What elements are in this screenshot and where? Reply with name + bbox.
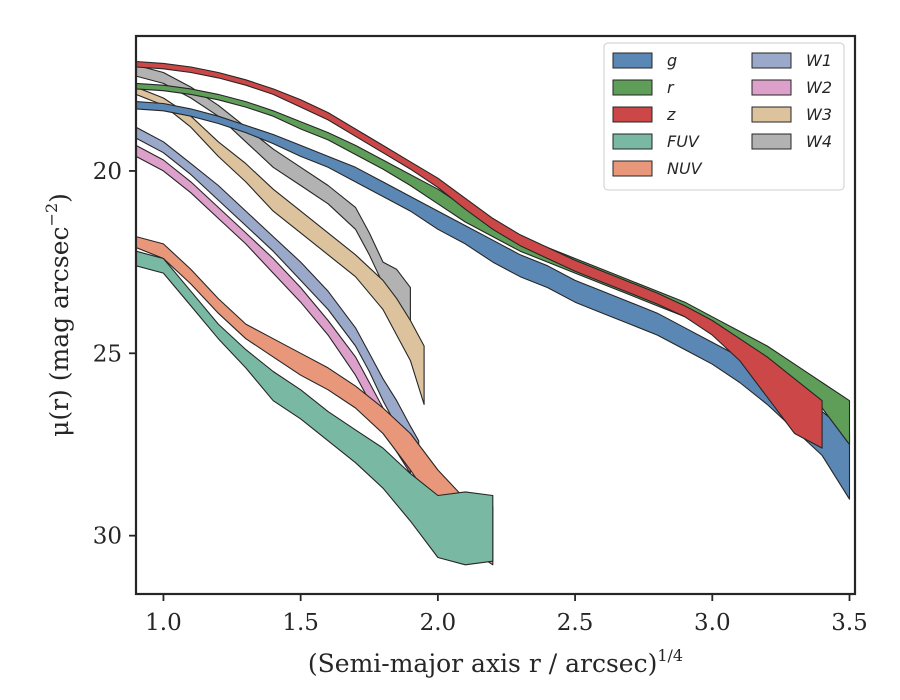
legend-label: g [667,51,677,70]
legend-item-W4: W4 [751,132,832,151]
y-axis-title: μ(r) (mag arcsec−2) [42,193,74,437]
y-axis-title-superscript: −2 [42,203,61,227]
legend-swatch [751,106,792,123]
legend-label: FUV [667,132,700,151]
legend-swatch [612,52,653,69]
legend-swatch [751,133,792,150]
x-axis-title: (Semi-major axis r / arcsec)1/4 [308,646,683,678]
y-tick-label: 20 [93,159,122,185]
y-axis-title-end: ) [45,193,74,203]
legend-item-W1: W1 [751,51,832,70]
legend-swatch [612,133,653,150]
legend-item-r: r [612,78,675,97]
legend-item-NUV: NUV [612,159,703,178]
x-tick-label: 1.5 [282,610,319,636]
y-tick-label: 25 [93,341,122,367]
legend-label: z [666,105,676,124]
legend-item-FUV: FUV [612,132,700,151]
band-W3 [136,86,425,405]
legend: grz FUV NUV W1 W2 W3 W4 [603,42,845,191]
legend-label: NUV [667,159,703,178]
x-axis-title-superscript: 1/4 [657,646,683,665]
x-tick-label: 3.0 [694,610,731,636]
legend-item-z: z [612,105,676,124]
legend-label: r [667,78,675,97]
band-NUV [136,236,494,566]
y-tick-label: 30 [93,524,122,550]
band-z [136,60,823,449]
y-axis-title-text: μ(r) (mag arcsec [45,226,74,436]
y-axis-ticks: 20 25 30 [93,159,136,550]
legend-label: W1 [806,51,832,70]
x-tick-label: 2.5 [557,610,594,636]
x-tick-label: 1.0 [145,610,182,636]
band-r [136,82,851,446]
legend-label: W3 [806,105,832,124]
legend-swatch [751,79,792,96]
legend-label: W4 [806,132,832,151]
x-tick-label: 3.5 [831,610,868,636]
legend-item-W3: W3 [751,105,832,124]
band-FUV [136,250,494,566]
legend-swatch [612,106,653,123]
legend-item-W2: W2 [751,78,832,97]
plot-frame [134,34,857,596]
legend-label: W2 [806,78,832,97]
x-tick-label: 2.0 [420,610,457,636]
legend-swatch [612,160,653,177]
x-axis-ticks: 1.0 1.5 2.0 2.5 3.0 3.5 [145,594,868,636]
legend-item-g: g [612,51,677,70]
legend-swatch [612,79,653,96]
profile-bands [136,60,851,566]
x-axis-title-text: (Semi-major axis r / arcsec) [308,649,657,678]
legend-swatch [751,52,792,69]
band-g [136,101,851,500]
